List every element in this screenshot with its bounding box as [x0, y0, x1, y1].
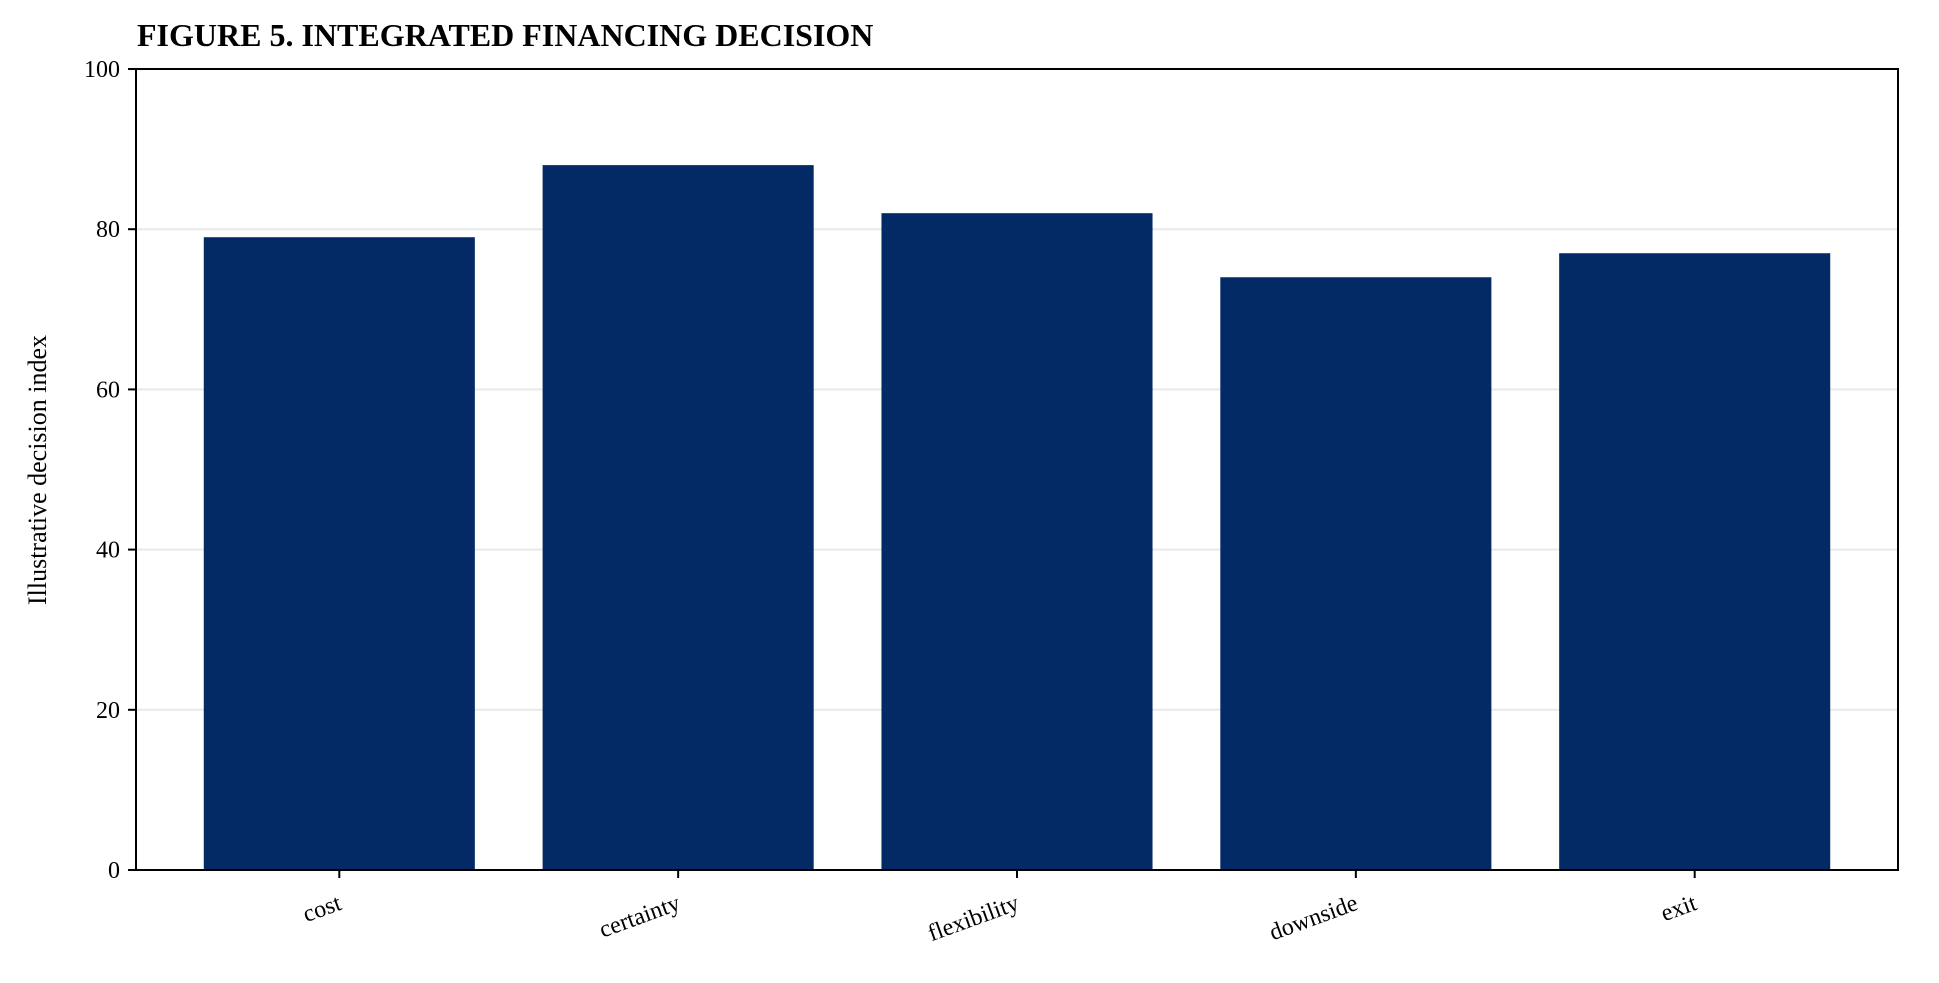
bar-cost	[203, 237, 475, 870]
y-axis-label: Illustrative decision index	[23, 335, 52, 605]
y-tick-label: 20	[96, 698, 120, 724]
y-tick-label: 0	[108, 858, 120, 884]
y-tick-label: 100	[84, 57, 120, 83]
bar-downside	[1220, 277, 1492, 870]
y-tick-label: 80	[96, 217, 120, 243]
bar-flexibility	[881, 213, 1153, 870]
y-tick-label: 40	[96, 538, 120, 564]
bar-exit	[1559, 253, 1831, 871]
chart-title: FIGURE 5. INTEGRATED FINANCING DECISION	[137, 17, 873, 53]
bars	[203, 165, 1831, 871]
y-axis-ticks: 0 20 40 60 80 100	[84, 57, 136, 884]
y-tick-label: 60	[96, 377, 120, 403]
bar-certainty	[542, 165, 814, 870]
